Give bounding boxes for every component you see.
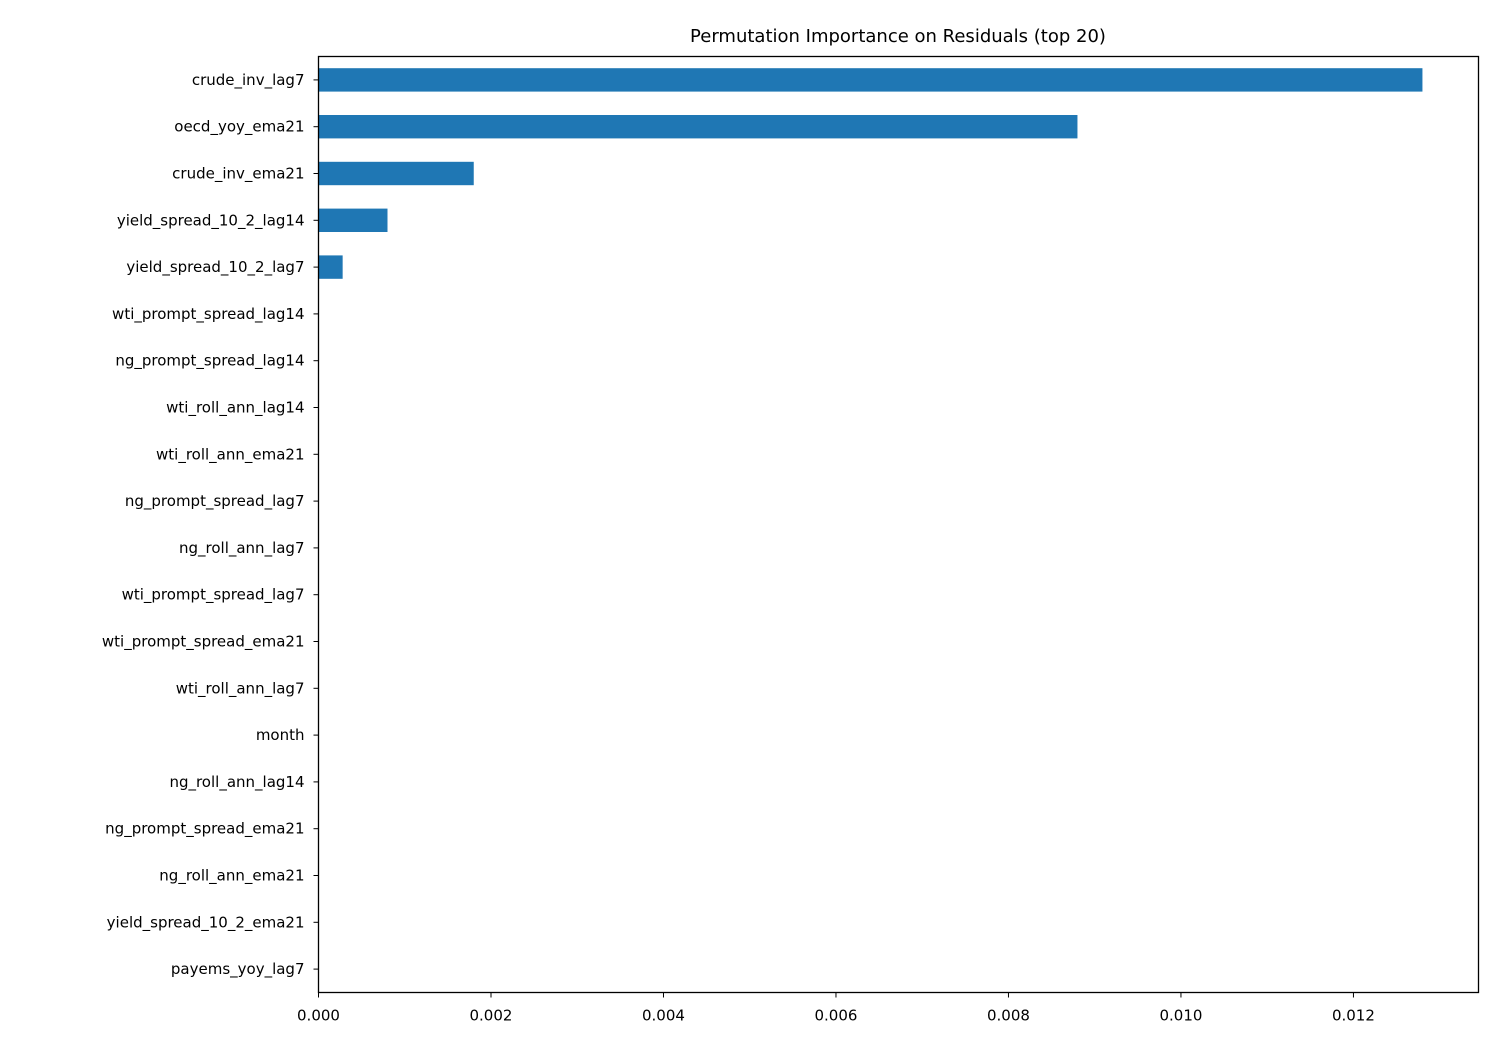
y-tick-label: crude_inv_lag7 (192, 71, 305, 90)
y-tick-label: wti_prompt_spread_lag14 (112, 305, 304, 324)
x-tick-label: 0.000 (297, 1007, 340, 1025)
y-tick-label: wti_roll_ann_lag7 (176, 679, 305, 698)
y-tick-label: wti_roll_ann_lag14 (166, 399, 304, 418)
y-tick-label: ng_prompt_spread_ema21 (105, 820, 304, 839)
bar-oecd_yoy_ema21 (318, 115, 1078, 139)
y-tick-label: ng_roll_ann_ema21 (159, 867, 304, 886)
y-tick-label: wti_prompt_spread_lag7 (122, 586, 305, 605)
bar-crude_inv_lag7 (318, 68, 1423, 92)
x-tick-label: 0.008 (987, 1007, 1030, 1025)
y-tick-label: ng_roll_ann_lag7 (179, 539, 305, 558)
y-tick-label: ng_roll_ann_lag14 (169, 773, 304, 792)
y-tick-label: payems_yoy_lag7 (171, 960, 305, 979)
y-tick-label: month (256, 726, 305, 744)
plot-frame (317, 55, 1480, 994)
bar-crude_inv_ema21 (318, 161, 474, 186)
x-tick-label: 0.012 (1332, 1007, 1375, 1025)
bar-yield_spread_10_2_lag7 (318, 255, 343, 279)
chart-title: Permutation Importance on Residuals (top… (690, 26, 1106, 47)
x-tick-label: 0.004 (642, 1007, 685, 1025)
y-tick-label: ng_prompt_spread_lag7 (125, 492, 305, 511)
y-tick-label: ng_prompt_spread_lag14 (115, 352, 304, 371)
y-tick-label: wti_prompt_spread_ema21 (102, 633, 305, 652)
y-tick-label: yield_spread_10_2_lag7 (126, 258, 304, 277)
x-tick-label: 0.002 (470, 1007, 513, 1025)
x-tick-label: 0.006 (814, 1007, 857, 1025)
y-tick-label: yield_spread_10_2_ema21 (107, 913, 305, 932)
y-tick-label: crude_inv_ema21 (172, 165, 304, 184)
y-tick-label: oecd_yoy_ema21 (174, 118, 304, 137)
bar-yield_spread_10_2_lag14 (318, 208, 388, 232)
bars-group (318, 68, 1423, 279)
y-tick-label: yield_spread_10_2_lag14 (117, 211, 305, 230)
y-tick-labels: crude_inv_lag7 oecd_yoy_ema21 crude_inv_em… (102, 71, 319, 979)
x-ticks: 0.000 0.002 0.004 0.006 0.008 0.010 0.012 (297, 992, 1375, 1025)
y-tick-label: wti_roll_ann_ema21 (156, 445, 305, 464)
x-tick-label: 0.010 (1159, 1007, 1202, 1025)
